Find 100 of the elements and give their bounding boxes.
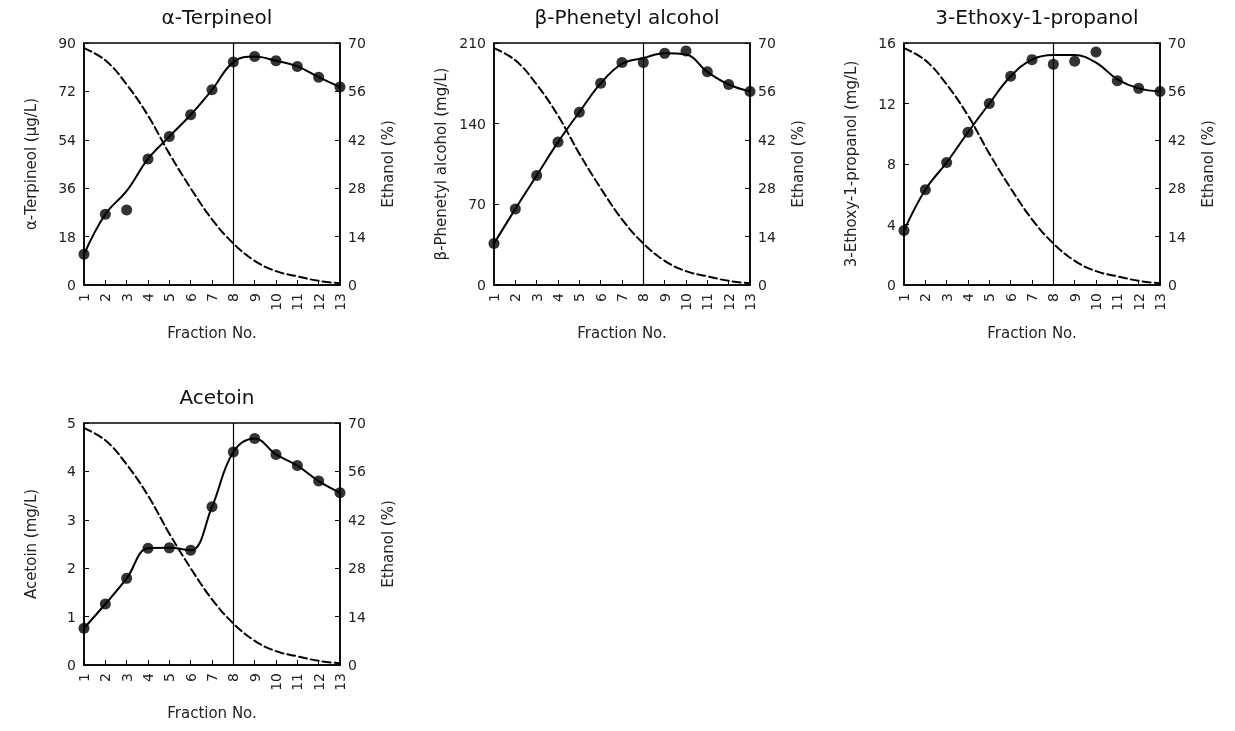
x-tick-label: 6 — [182, 672, 199, 682]
x-tick-label: 5 — [161, 673, 178, 682]
chart-title: 3-Ethoxy-1-propanol — [935, 5, 1139, 29]
y-tick-label: 36 — [58, 180, 77, 197]
x-tick-label: 8 — [635, 293, 652, 302]
point — [185, 544, 197, 556]
point — [227, 446, 239, 458]
x-tick-label: 10 — [678, 293, 694, 311]
point — [163, 542, 175, 554]
x-tick-label: 4 — [960, 292, 976, 302]
point — [334, 487, 346, 499]
point — [637, 57, 649, 69]
y2-tick-label: 42 — [1168, 131, 1186, 148]
x-tick-label: 7 — [614, 293, 630, 302]
x-tick-label: 9 — [246, 293, 263, 302]
y2-axis-title: Ethanol (%) — [378, 120, 397, 208]
point — [270, 448, 282, 460]
y-axis-title: β-Phenetyl alcohol (mg/L) — [431, 67, 450, 261]
y2-tick-label: 70 — [1168, 35, 1186, 51]
x-tick-label: 2 — [97, 293, 114, 302]
y-tick-label: 5 — [67, 415, 76, 431]
x-tick-label: 4 — [140, 292, 156, 302]
chart-title: β-Phenetyl alcohol — [534, 5, 720, 29]
y2-tick-label: 56 — [1168, 83, 1186, 100]
point — [313, 71, 325, 83]
y-tick-label: 8 — [887, 156, 896, 172]
point — [1154, 85, 1166, 97]
x-tick-label: 4 — [140, 672, 156, 682]
point — [1133, 82, 1145, 94]
point — [962, 126, 974, 138]
y2-tick-label: 42 — [348, 131, 366, 148]
x-tick-label: 9 — [246, 673, 263, 682]
y-tick-label: 3 — [67, 511, 76, 528]
point — [488, 238, 500, 250]
point — [531, 170, 543, 182]
y2-tick-label: 70 — [348, 35, 366, 51]
y-tick-label: 16 — [878, 35, 897, 51]
x-tick-label: 13 — [742, 293, 758, 311]
x-tick-label: 6 — [592, 292, 609, 302]
y-axis-title: Acetoin (mg/L) — [21, 488, 40, 600]
y-tick-label: 72 — [58, 83, 76, 100]
x-tick-label: 11 — [289, 293, 306, 311]
point — [659, 47, 671, 59]
x-axis-title: Fraction No. — [167, 323, 257, 342]
y-tick-label: 70 — [468, 196, 486, 213]
x-tick-label: 12 — [720, 293, 737, 311]
x-tick-label: 2 — [97, 673, 114, 682]
x-tick-label: 11 — [699, 293, 716, 311]
y2-tick-label: 56 — [758, 83, 776, 100]
y-axis-title: α-Terpineol (μg/L) — [21, 97, 40, 231]
y-axis-title: 3-Ethoxy-1-propanol (mg/L) — [841, 60, 860, 268]
point — [1026, 54, 1038, 66]
point — [744, 85, 756, 97]
point — [206, 501, 218, 513]
point — [142, 153, 154, 165]
y2-tick-label: 14 — [348, 608, 366, 625]
point — [919, 184, 931, 196]
point — [1069, 55, 1081, 67]
x-tick-label: 3 — [528, 293, 545, 302]
point — [1111, 75, 1123, 87]
y2-tick-label: 56 — [348, 83, 366, 100]
point — [701, 66, 713, 78]
y2-axis-title: Ethanol (%) — [378, 500, 397, 588]
x-tick-label: 2 — [917, 293, 934, 302]
x-tick-label: 4 — [550, 292, 566, 302]
x-tick-label: 9 — [656, 293, 673, 302]
point — [78, 622, 90, 634]
y2-axis-title: Ethanol (%) — [1198, 120, 1217, 208]
point — [142, 542, 154, 554]
y2-tick-label: 14 — [348, 228, 366, 245]
y-tick-label: 4 — [67, 463, 77, 480]
chart-title: Acetoin — [179, 385, 255, 409]
y2-tick-label: 28 — [758, 180, 776, 197]
point — [121, 572, 133, 584]
x-tick-label: 8 — [225, 293, 242, 302]
chart-title: α-Terpineol — [161, 5, 273, 29]
x-tick-label: 13 — [332, 293, 348, 311]
point — [78, 248, 90, 260]
x-tick-label: 5 — [981, 293, 998, 302]
point — [680, 45, 692, 57]
x-tick-label: 9 — [1066, 293, 1083, 302]
y-tick-label: 12 — [878, 95, 896, 112]
point — [313, 475, 325, 487]
x-tick-label: 2 — [507, 293, 524, 302]
x-tick-label: 6 — [182, 292, 199, 302]
point — [249, 432, 261, 444]
point — [334, 81, 346, 93]
y-tick-label: 0 — [67, 657, 76, 673]
point — [1005, 70, 1017, 82]
y2-tick-label: 0 — [1168, 277, 1177, 293]
point — [99, 598, 111, 610]
x-tick-label: 11 — [289, 673, 306, 691]
x-tick-label: 1 — [76, 673, 92, 682]
y-tick-label: 90 — [58, 35, 76, 51]
point — [616, 57, 628, 69]
x-tick-label: 10 — [268, 293, 284, 311]
point — [206, 84, 218, 96]
x-tick-label: 13 — [332, 673, 348, 691]
y2-tick-label: 70 — [348, 415, 366, 431]
x-tick-label: 1 — [76, 293, 92, 302]
